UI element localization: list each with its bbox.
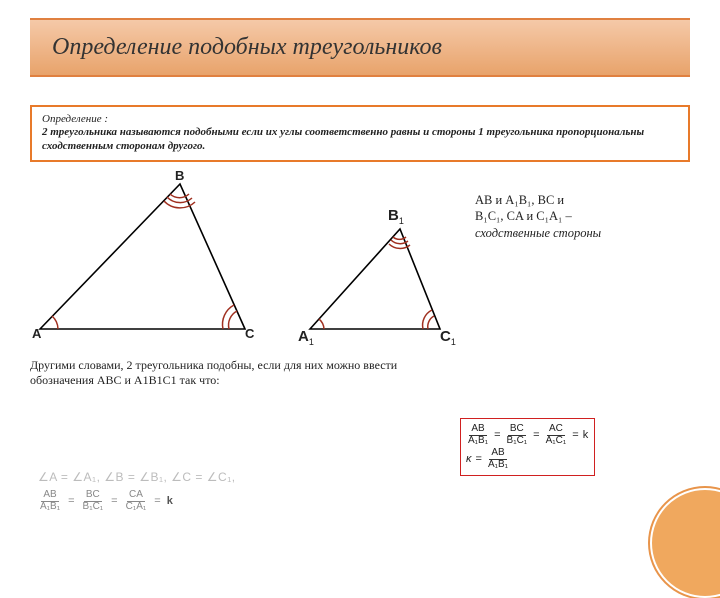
formula-row-2: κ = ABA₁B₁ (466, 448, 589, 470)
corner-decoration (650, 488, 720, 598)
vertex-label-C1: C1 (440, 328, 456, 347)
side-text-1: AB и A₁B₁, BC и (475, 193, 564, 207)
triangles-svg (20, 174, 470, 349)
title-banner: Определение подобных треугольников (30, 18, 690, 77)
vertex-label-B: B (175, 168, 184, 183)
ratio-equations: ABA₁B₁ = BCB₁C₁ = CAC₁A₁ = k (38, 490, 173, 512)
corresponding-sides-text: AB и A₁B₁, BC и B₁C₁, CA и C₁A₁ – сходст… (475, 192, 685, 243)
definition-text: 2 треугольника называются подобными если… (42, 125, 678, 154)
definition-label: Определение : (42, 113, 678, 125)
vertex-label-A1: A1 (298, 328, 314, 347)
vertex-label-C: C (245, 326, 254, 341)
explanation-text: Другими словами, 2 треугольника подобны,… (30, 358, 410, 389)
vertex-label-B1: B1 (388, 207, 404, 226)
formula-row-1: ABA₁B₁ = BCB₁C₁ = ACA₁C₁ = k (466, 424, 589, 446)
vertex-label-A: A (32, 326, 41, 341)
page-title: Определение подобных треугольников (52, 34, 668, 61)
side-text-3: сходственные стороны (475, 226, 601, 240)
diagram-area: A B C A1 B1 C1 AB и A₁B₁, BC и B₁C₁, CA … (20, 174, 700, 354)
angle-equations: ∠A = ∠A₁, ∠B = ∠B₁, ∠C = ∠C₁, (38, 470, 438, 484)
definition-box: Определение : 2 треугольника называются … (30, 105, 690, 162)
ratio-formula-box: ABA₁B₁ = BCB₁C₁ = ACA₁C₁ = k κ = ABA₁B₁ (460, 418, 595, 476)
side-text-2: B₁C₁, CA и C₁A₁ – (475, 209, 572, 223)
